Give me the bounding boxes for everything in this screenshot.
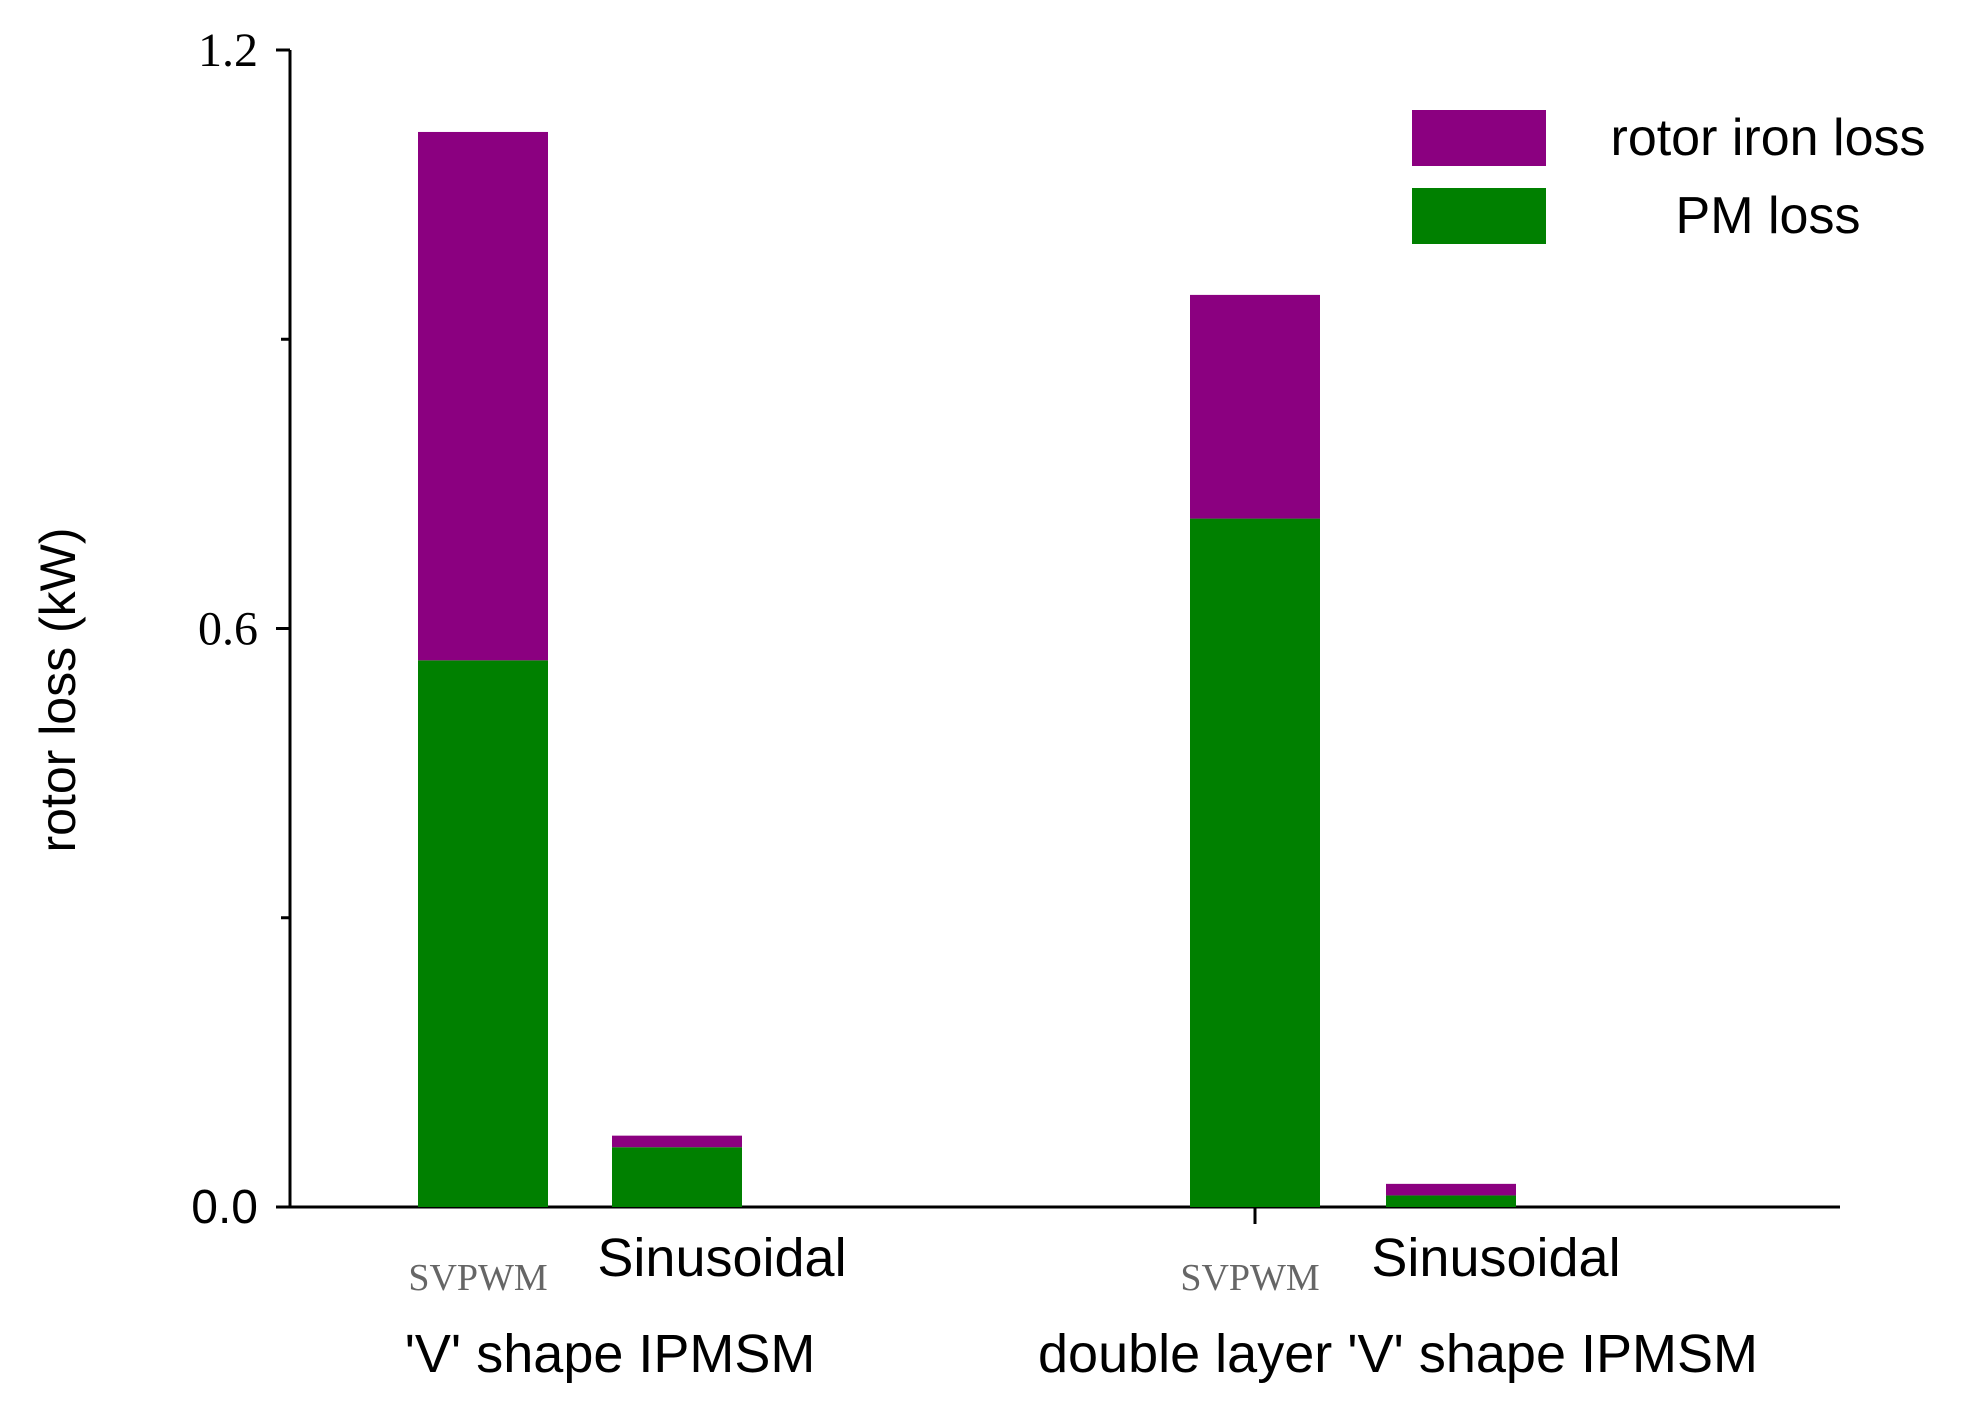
legend-swatch bbox=[1412, 188, 1546, 244]
x-bar-label: SVPWM bbox=[1180, 1257, 1319, 1299]
x-bar-label: Sinusoidal bbox=[1371, 1228, 1620, 1288]
bar-segment bbox=[612, 1147, 742, 1207]
bar-segment bbox=[1386, 1183, 1516, 1196]
bars bbox=[418, 131, 1516, 1207]
bar-segment bbox=[612, 1135, 742, 1148]
x-bar-label: Sinusoidal bbox=[597, 1228, 846, 1288]
y-axis-title: rotor loss (kW) bbox=[30, 528, 86, 853]
x-group-label: 'V' shape IPMSM bbox=[405, 1324, 816, 1384]
bar-segment bbox=[1190, 518, 1320, 1207]
x-group-label: double layer 'V' shape IPMSM bbox=[1038, 1324, 1758, 1384]
bar-segment bbox=[1386, 1195, 1516, 1207]
y-tick-label: 0.6 bbox=[198, 603, 258, 656]
x-labels: SVPWM Sinusoidal SVPWM Sinusoidal 'V' shape … bbox=[405, 1228, 1758, 1384]
legend-label: PM loss bbox=[1676, 187, 1861, 245]
bar-segment bbox=[1190, 294, 1320, 519]
legend: rotor iron loss PM loss bbox=[1412, 109, 1926, 245]
legend-swatch bbox=[1412, 110, 1546, 166]
legend-label: rotor iron loss bbox=[1611, 109, 1926, 167]
bar-segment bbox=[418, 660, 548, 1207]
y-tick-label: 0.0 bbox=[191, 1181, 258, 1234]
y-ticks: 0.0 0.6 1.2 bbox=[191, 24, 290, 1234]
y-tick-label: 1.2 bbox=[198, 24, 258, 77]
bar-segment bbox=[418, 131, 548, 661]
x-bar-label: SVPWM bbox=[408, 1257, 547, 1299]
